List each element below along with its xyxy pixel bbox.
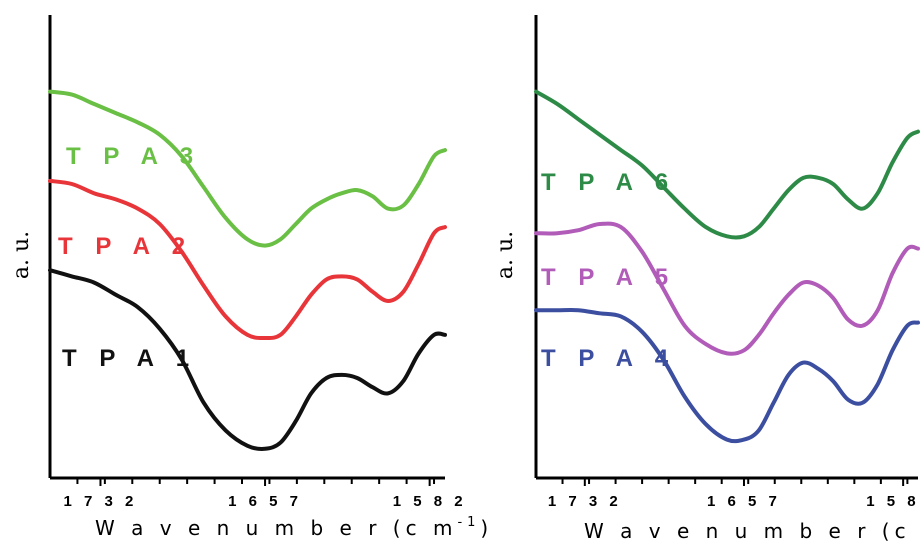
left-panel: 1 7 3 2 1 6 5 7 1 5 8 2 W a v e n u m b e r… xyxy=(9,15,493,540)
series-line-4 xyxy=(534,89,920,240)
x-axis-label-text: W a v e n u m b e r (c m xyxy=(95,516,457,540)
x-tick-label: 1 5 8 2 xyxy=(393,493,467,510)
series-line-3 xyxy=(48,268,447,452)
x-axis-label-superscript: -1 xyxy=(457,515,480,530)
series-label: T P A 3 xyxy=(66,143,201,170)
series-label: T P A 2 xyxy=(58,233,193,260)
y-axis-label: a. u. xyxy=(493,231,518,279)
series-line-5 xyxy=(534,221,920,356)
series-label: T P A 1 xyxy=(62,345,197,372)
x-tick-label: 1 7 3 2 xyxy=(548,493,622,510)
x-tick-label: 1 6 5 7 xyxy=(707,493,781,510)
x-axis-label: W a v e n u m b e r (c m-1) xyxy=(95,515,493,540)
series-line-2 xyxy=(48,178,447,341)
x-tick-label: 1 5 8 2 xyxy=(866,493,921,510)
series-line-6 xyxy=(534,307,920,444)
series-line-1 xyxy=(48,89,447,248)
series-label: T P A 5 xyxy=(541,264,676,291)
series-label: T P A 4 xyxy=(541,345,676,372)
series-label: T P A 6 xyxy=(541,169,676,196)
x-axis-label-close: ) xyxy=(480,516,493,540)
right-panel: 1 7 3 2 1 6 5 7 1 5 8 2 W a v e n u m b e r… xyxy=(493,15,921,543)
y-axis-label: a. u. xyxy=(9,231,34,279)
x-axis-label: W a v e n u m b e r (c m-1) xyxy=(584,518,921,543)
x-tick-label: 1 6 5 7 xyxy=(228,493,302,510)
x-axis-label-text: W a v e n u m b e r (c m xyxy=(584,519,921,543)
x-tick-label: 1 7 3 2 xyxy=(64,493,138,510)
